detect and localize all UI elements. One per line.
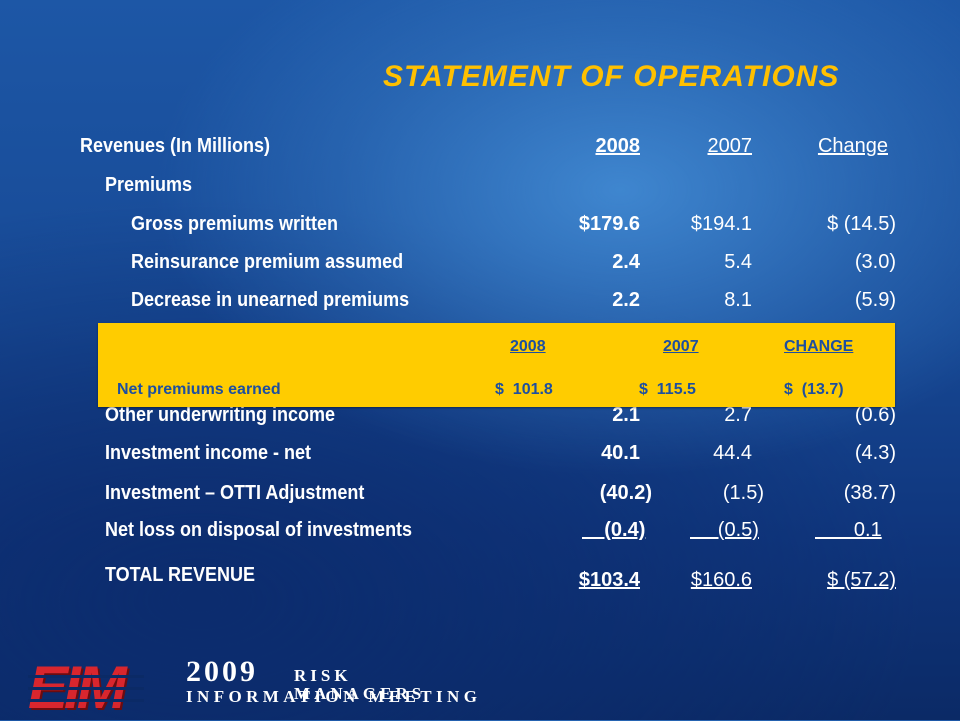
callout-row-label: Net premiums earned bbox=[117, 381, 281, 398]
investment-income-change: (4.3) bbox=[854, 442, 896, 464]
row-label-investment-income: Investment income - net bbox=[105, 442, 312, 464]
gross-premiums-2008: $179.6 bbox=[578, 213, 640, 235]
net-loss-2007: (0.5) bbox=[690, 519, 759, 541]
callout-value-2008: $ 101.8 bbox=[495, 381, 553, 398]
otti-2007: (1.5) bbox=[722, 482, 764, 504]
page-title: STATEMENT OF OPERATIONS bbox=[383, 60, 840, 93]
row-label-gross-premiums: Gross premiums written bbox=[131, 213, 339, 235]
logo-year: 2009 bbox=[186, 655, 258, 688]
logo-line-2: INFORMATION MEETING bbox=[186, 687, 482, 706]
column-header-2007: 2007 bbox=[707, 135, 753, 157]
callout-header-2008: 2008 bbox=[510, 338, 546, 355]
investment-income-2008: 40.1 bbox=[601, 442, 640, 464]
total-revenue-2007: $160.6 bbox=[690, 569, 752, 591]
otti-change: (38.7) bbox=[843, 482, 896, 504]
callout-header-2007: 2007 bbox=[663, 338, 699, 355]
reinsurance-2007: 5.4 bbox=[724, 251, 752, 273]
investment-income-2007: 44.4 bbox=[713, 442, 752, 464]
column-header-change: Change bbox=[817, 135, 888, 157]
column-header-2008: 2008 bbox=[595, 135, 641, 157]
decrease-unearned-2008: 2.2 bbox=[612, 289, 640, 311]
row-label-reinsurance: Reinsurance premium assumed bbox=[131, 251, 404, 273]
decrease-unearned-change: (5.9) bbox=[854, 289, 896, 311]
callout-header-change: CHANGE bbox=[784, 338, 854, 355]
net-premiums-callout: 2008 2007 CHANGE Net premiums earned $ 1… bbox=[98, 323, 895, 407]
row-label-other-underwriting: Other underwriting income bbox=[105, 404, 336, 426]
net-loss-change: 0.1 bbox=[815, 519, 882, 541]
row-label-net-loss: Net loss on disposal of investments bbox=[105, 519, 413, 541]
eim-logo: EIM 2009 RISK MANAGERS INFORMATION MEETI… bbox=[28, 655, 488, 718]
other-underwriting-change: (0.6) bbox=[854, 404, 896, 426]
other-underwriting-2008: 2.1 bbox=[612, 404, 640, 426]
callout-value-change: $ (13.7) bbox=[784, 381, 844, 398]
premiums-section-label: Premiums bbox=[105, 174, 193, 196]
total-revenue-change: $ (57.2) bbox=[827, 569, 896, 591]
net-loss-2008: (0.4) bbox=[582, 519, 646, 541]
gross-premiums-change: $ (14.5) bbox=[827, 213, 896, 235]
gross-premiums-2007: $194.1 bbox=[690, 213, 752, 235]
otti-2008: (40.2) bbox=[599, 482, 652, 504]
row-label-total-revenue: TOTAL REVENUE bbox=[105, 564, 256, 586]
reinsurance-change: (3.0) bbox=[854, 251, 896, 273]
reinsurance-2008: 2.4 bbox=[612, 251, 640, 273]
callout-value-2007: $ 115.5 bbox=[639, 381, 696, 398]
total-revenue-2008: $103.4 bbox=[578, 569, 640, 591]
revenues-header-label: Revenues (In Millions) bbox=[80, 135, 271, 157]
row-label-otti: Investment – OTTI Adjustment bbox=[105, 482, 365, 504]
logo-line-1: RISK MANAGERS bbox=[294, 666, 426, 703]
decrease-unearned-2007: 8.1 bbox=[724, 289, 752, 311]
other-underwriting-2007: 2.7 bbox=[724, 404, 752, 426]
row-label-decrease-unearned: Decrease in unearned premiums bbox=[131, 289, 410, 311]
